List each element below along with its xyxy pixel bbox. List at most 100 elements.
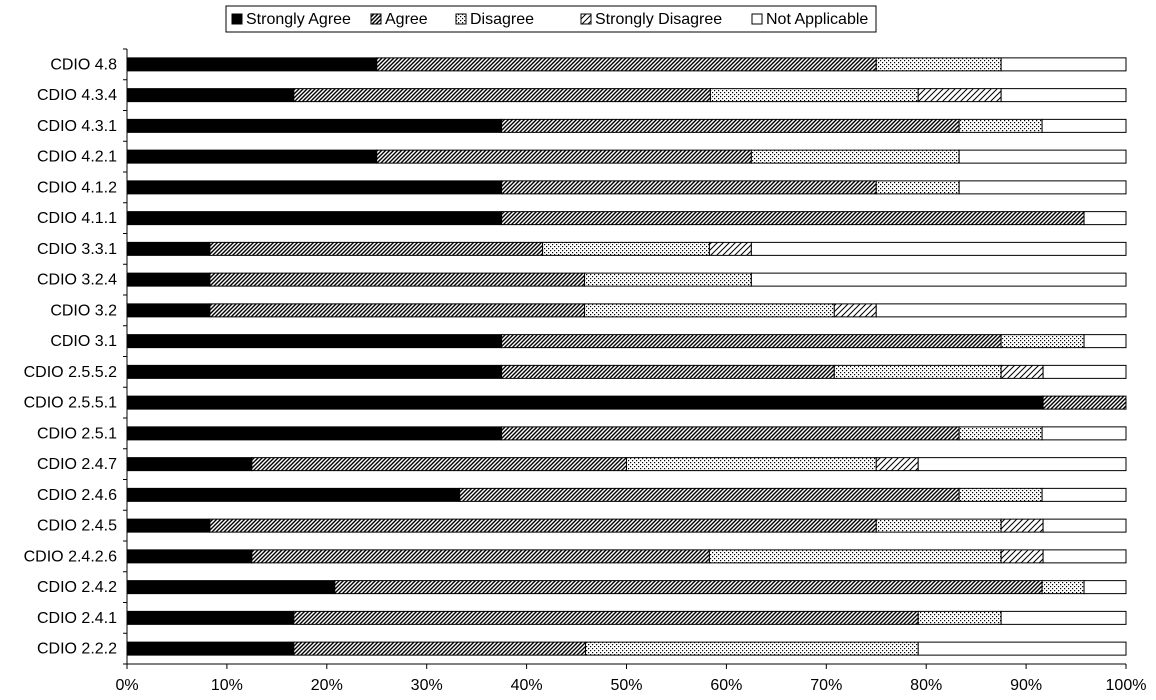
bar-cdio-4-3-4-disagree [709,88,919,103]
bar-cdio-2-5-5-1-strongly-agree [126,395,1044,410]
bar-cdio-4-1-1-agree [501,211,1085,226]
x-tick-label: 80% [910,677,942,694]
x-tick-label: 20% [311,677,343,694]
bar-cdio-2-4-7-strongly-agree [126,457,253,472]
y-tick-label: CDIO 2.4.6 [37,487,117,504]
x-tick-label: 0% [115,677,138,694]
bar-cdio-2-5-1-strongly-agree [126,426,503,441]
bar-cdio-4-3-4-agree [293,88,711,103]
bar-cdio-4-3-4-not-applicable [1000,88,1127,103]
bar-cdio-2-4-1-disagree [917,610,1002,625]
bar-cdio-3-2-disagree [584,303,835,318]
bar-cdio-2-4-5-not-applicable [1042,518,1127,533]
x-tick-label: 60% [710,677,742,694]
legend-swatch-agree [370,13,382,25]
bar-cdio-2-2-2-not-applicable [917,641,1127,656]
bar-cdio-2-4-6-strongly-agree [126,487,461,502]
bar-cdio-3-2-strongly-agree [126,303,211,318]
bar-cdio-2-4-6-disagree [958,487,1043,502]
bar-cdio-4-8-disagree [875,57,1002,72]
x-tick-label: 50% [610,677,642,694]
bar-cdio-4-1-2-strongly-agree [126,180,503,195]
x-tick-label: 70% [810,677,842,694]
bar-cdio-4-1-2-agree [501,180,877,195]
bar-cdio-2-2-2-disagree [585,641,919,656]
legend-label-agree: Agree [385,11,428,28]
y-tick-label: CDIO 3.3.1 [37,241,117,258]
y-tick-label: CDIO 3.2.4 [37,272,117,289]
bar-cdio-2-4-5-strongly-agree [126,518,211,533]
bar-cdio-2-4-2-6-strongly-disagree [1000,549,1044,564]
bar-cdio-4-8-not-applicable [1000,57,1127,72]
x-axis: 0% 10% 20% 30% 40% 50% 60% 70% 80% 90% 100% [115,663,1147,694]
bar-cdio-2-4-7-agree [251,457,627,472]
legend-label-strongly-disagree: Strongly Disagree [595,11,722,28]
bar-cdio-3-2-4-not-applicable [750,272,1127,287]
bar-cdio-3-3-1-not-applicable [750,241,1127,256]
y-tick-label: CDIO 2.4.5 [37,518,117,535]
x-tick-label: 10% [211,677,243,694]
legend-swatch-disagree [455,13,467,25]
x-tick-label: 100% [1106,677,1147,694]
y-tick-label: CDIO 2.4.7 [37,456,117,473]
y-tick-label: CDIO 4.3.1 [37,118,117,135]
bar-cdio-2-4-5-disagree [875,518,1002,533]
bar-cdio-4-3-1-disagree [958,118,1043,133]
bar-cdio-3-2-not-applicable [875,303,1127,318]
bar-cdio-2-4-7-not-applicable [917,457,1127,472]
bar-cdio-3-2-strongly-disagree [833,303,877,318]
bar-cdio-3-1-strongly-agree [126,334,503,349]
bar-cdio-4-2-1-agree [376,149,752,164]
bar-cdio-2-5-5-2-agree [501,364,835,379]
bar-cdio-2-4-5-strongly-disagree [1000,518,1044,533]
y-tick-label: CDIO 4.3.4 [37,87,117,104]
bar-cdio-2-5-5-2-strongly-disagree [1000,364,1044,379]
x-tick-label: 90% [1010,677,1042,694]
bar-cdio-4-2-1-strongly-agree [126,149,378,164]
bar-cdio-3-2-4-agree [209,272,586,287]
bar-cdio-4-2-1-not-applicable [958,149,1127,164]
bar-cdio-4-3-4-strongly-disagree [917,88,1002,103]
y-tick-label: CDIO 4.2.1 [37,149,117,166]
bar-cdio-2-5-5-1-agree [1042,395,1127,410]
bar-cdio-2-2-2-agree [293,641,587,656]
legend-swatch-strongly-agree [231,13,243,25]
y-tick-label: CDIO 3.1 [50,333,117,350]
bar-cdio-4-1-1-strongly-agree [126,211,503,226]
bar-cdio-3-2-4-disagree [584,272,752,287]
plot-area [126,57,1127,656]
y-tick-label: CDIO 2.4.2.6 [24,548,117,565]
bar-cdio-3-2-agree [209,303,586,318]
y-tick-label: CDIO 2.5.1 [37,425,117,442]
bar-cdio-4-3-4-strongly-agree [126,88,295,103]
legend-swatch-strongly-disagree [580,13,592,25]
bar-cdio-4-1-2-disagree [875,180,960,195]
bar-cdio-2-4-1-agree [293,610,919,625]
bar-cdio-4-3-1-strongly-agree [126,118,503,133]
bar-cdio-3-3-1-strongly-disagree [708,241,752,256]
y-tick-label: CDIO 2.4.2 [37,579,117,596]
bar-cdio-2-5-1-disagree [958,426,1043,441]
bar-cdio-2-4-6-not-applicable [1041,487,1127,502]
bar-cdio-3-3-1-strongly-agree [126,241,211,256]
x-tick-label: 40% [511,677,543,694]
bar-cdio-2-5-1-agree [501,426,960,441]
bar-cdio-3-3-1-disagree [542,241,710,256]
y-tick-label: CDIO 4.1.2 [37,179,117,196]
y-tick-label: CDIO 2.5.5.2 [24,364,117,381]
bar-cdio-3-2-4-strongly-agree [126,272,211,287]
y-tick-label: CDIO 2.5.5.1 [24,395,117,412]
x-tick-label: 30% [411,677,443,694]
bar-cdio-2-4-1-strongly-agree [126,610,295,625]
bar-cdio-2-2-2-strongly-agree [126,641,295,656]
bar-cdio-4-1-2-not-applicable [958,180,1127,195]
bar-cdio-2-5-5-2-strongly-agree [126,364,503,379]
y-tick-label: CDIO 4.8 [50,56,117,73]
legend-label-strongly-agree: Strongly Agree [246,11,351,28]
y-axis: CDIO 4.8 CDIO 4.3.4 CDIO 4.3.1 CDIO 4.2.1 CD… [24,48,128,665]
bar-cdio-2-4-2-disagree [1041,580,1085,595]
legend-frame [225,5,877,33]
bar-cdio-4-3-1-agree [501,118,960,133]
y-tick-label: CDIO 2.2.2 [37,641,117,658]
